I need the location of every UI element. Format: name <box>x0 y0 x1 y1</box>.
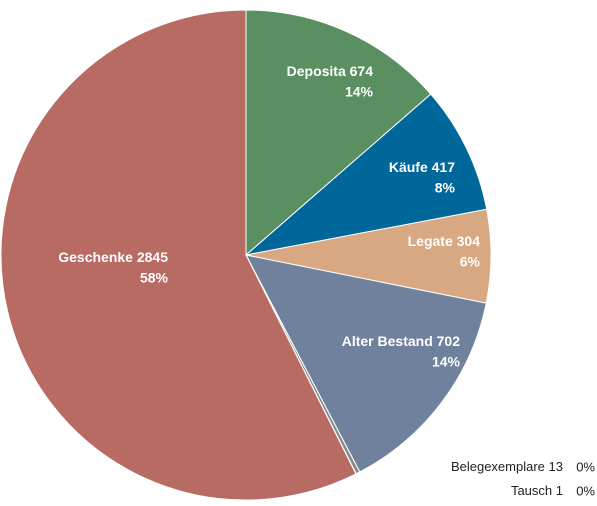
value-label: 702 <box>437 333 461 349</box>
slice-label: Käufe 417 <box>389 159 455 175</box>
slice-label: Legate 304 <box>408 233 481 249</box>
category-label: Legate <box>408 233 453 249</box>
category-label: Käufe <box>389 159 428 175</box>
slice-label: Belegexemplare 13 <box>451 459 563 474</box>
pie-slice <box>245 9 432 257</box>
pie-slice <box>245 254 487 473</box>
percent-label: 14% <box>432 354 461 370</box>
value-label: 2845 <box>137 249 168 265</box>
value-label: 417 <box>432 159 456 175</box>
value-label: 1 <box>556 483 563 498</box>
percent-label: 14% <box>345 84 374 100</box>
slice-label: Deposita 674 <box>287 63 374 79</box>
category-label: Geschenke <box>58 249 133 265</box>
slice-label: Alter Bestand 702 <box>342 333 460 349</box>
pie-slice <box>0 9 357 501</box>
pie-slice <box>244 93 488 256</box>
category-label: Tausch <box>511 483 552 498</box>
category-label: Belegexemplare <box>451 459 545 474</box>
percent-label: 6% <box>460 254 481 270</box>
percent-label: 0% <box>576 483 595 498</box>
percent-label: 8% <box>435 180 456 196</box>
percent-label: 58% <box>140 270 169 286</box>
value-label: 674 <box>350 63 374 79</box>
value-label: 13 <box>549 459 563 474</box>
category-label: Deposita <box>287 63 346 79</box>
slice-label: Geschenke 2845 <box>58 249 168 265</box>
category-label: Alter Bestand <box>342 333 433 349</box>
percent-label: 0% <box>576 459 595 474</box>
slice-label: Tausch 1 <box>511 483 563 498</box>
value-label: 304 <box>457 233 481 249</box>
